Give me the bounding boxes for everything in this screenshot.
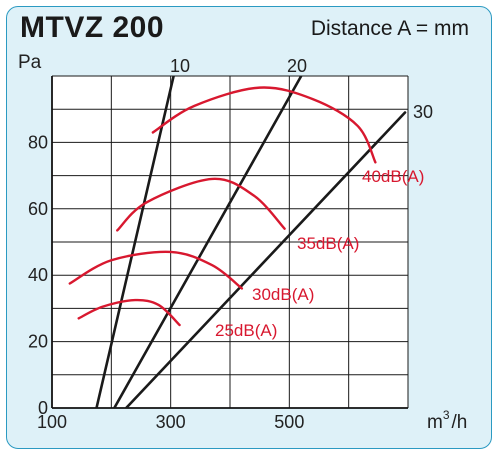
- sound-curve-40dBA: [151, 86, 377, 164]
- y-tick-label: 0: [38, 398, 48, 418]
- x-tick-label: 300: [156, 412, 186, 432]
- distance-line-30: [124, 111, 407, 408]
- y-tick-label: 60: [28, 199, 48, 219]
- distance-label-30: 30: [413, 102, 433, 122]
- chart-subtitle: Distance A = mm: [310, 17, 469, 40]
- sound-label-40dBA: 40dB(A): [362, 167, 424, 186]
- x-axis-label-base: m: [427, 412, 443, 433]
- y-tick-label: 40: [28, 265, 48, 285]
- x-axis-label-suffix: /h: [452, 412, 468, 433]
- y-tick-label: 20: [28, 332, 48, 352]
- distance-line-20: [113, 76, 303, 408]
- sound-label-35dBA: 35dB(A): [297, 234, 359, 253]
- labels: 0 20 40 60 80 100 300 500 Pa m3/h 10 20 30 25dB(A) 30d…: [18, 52, 467, 433]
- grid: [51, 75, 409, 409]
- sound-label-30dBA: 30dB(A): [252, 285, 314, 304]
- x-tick-label: 100: [37, 412, 67, 432]
- sound-label-25dBA: 25dB(A): [215, 321, 277, 340]
- chart-title: MTVZ 200: [20, 11, 165, 44]
- x-tick-label: 500: [274, 412, 304, 432]
- curves: [68, 76, 407, 408]
- distance-line-10: [95, 76, 175, 408]
- y-tick-label: 80: [28, 132, 48, 152]
- sound-curve-25dBA: [77, 298, 181, 327]
- y-axis-label: Pa: [18, 52, 42, 73]
- x-axis-label: m3/h: [427, 408, 467, 433]
- distance-label-10: 10: [170, 56, 190, 76]
- sound-curve-30dBA: [68, 250, 244, 290]
- sound-curve-35dBA: [116, 177, 286, 232]
- x-axis-label-sup: 3: [443, 408, 450, 422]
- distance-label-20: 20: [287, 56, 307, 76]
